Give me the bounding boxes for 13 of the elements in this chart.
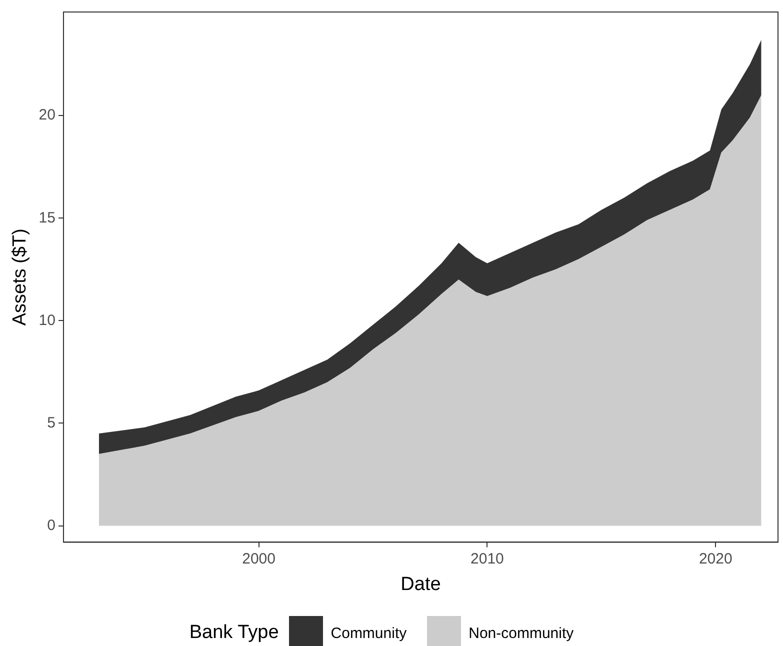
x-tick-label: 2010 bbox=[470, 550, 504, 568]
y-axis-title: Assets ($T) bbox=[10, 228, 31, 326]
x-tick-label: 2000 bbox=[242, 550, 276, 568]
y-tick-label: 0 bbox=[47, 516, 56, 534]
legend-label: Community bbox=[330, 624, 407, 642]
legend-title: Bank Type bbox=[189, 622, 279, 644]
x-tick-label: 2020 bbox=[698, 550, 732, 568]
y-tick-label: 10 bbox=[38, 312, 56, 329]
y-tick-label: 20 bbox=[38, 106, 56, 124]
x-axis-title: Date bbox=[400, 574, 441, 595]
y-tick-label: 5 bbox=[47, 414, 56, 432]
y-tick-label: 15 bbox=[38, 209, 56, 226]
legend-label: Non-community bbox=[468, 624, 574, 642]
